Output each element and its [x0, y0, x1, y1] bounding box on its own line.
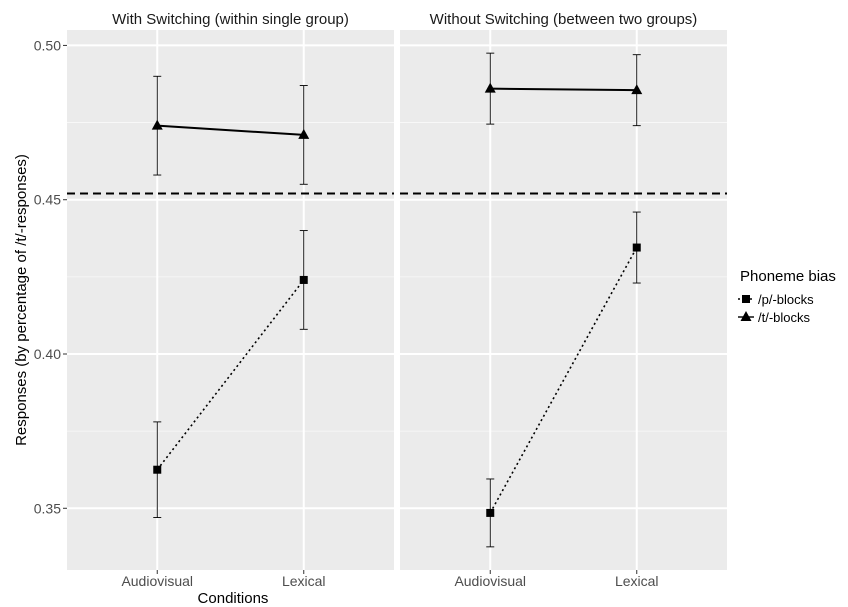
x-tick-label: Audiovisual: [454, 573, 526, 589]
panel-background: [67, 30, 394, 570]
y-tick-label: 0.45: [34, 192, 61, 208]
series-line: [489, 247, 638, 514]
legend-title: Phoneme bias: [740, 268, 836, 285]
panels: With Switching (within single group) Audi…: [34, 5, 727, 589]
data-point: [153, 465, 162, 474]
x-tick-label: Lexical: [282, 573, 326, 589]
y-tick-label: 0.35: [34, 500, 61, 516]
panel-strip: [400, 5, 727, 30]
legend-key-square: [742, 295, 750, 303]
x-axis-title: Conditions: [198, 590, 269, 607]
legend-label: /p/-blocks: [758, 292, 814, 307]
legend: Phoneme bias /p/-blocks/t/-blocks: [738, 268, 836, 325]
data-point: [299, 275, 308, 284]
x-tick-label: Audiovisual: [121, 573, 193, 589]
data-point: [298, 128, 310, 139]
legend-key-triangle: [740, 311, 752, 321]
y-tick-label: 0.40: [34, 346, 61, 362]
legend-label: /t/-blocks: [758, 310, 811, 325]
data-point: [486, 508, 495, 517]
y-tick-label: 0.50: [34, 37, 61, 53]
panel-background: [400, 30, 727, 570]
panel-strip: [67, 5, 394, 30]
data-point: [151, 119, 163, 130]
panel-title: Without Switching (between two groups): [430, 11, 698, 28]
series-line: [157, 124, 304, 136]
x-tick-label: Lexical: [615, 573, 659, 589]
data-point: [631, 84, 643, 95]
data-point: [484, 82, 496, 93]
data-point: [632, 243, 641, 252]
series-line: [490, 87, 637, 92]
panel-title: With Switching (within single group): [112, 11, 349, 28]
y-axis-title: Responses (by percentage of /t/-response…: [13, 154, 30, 446]
